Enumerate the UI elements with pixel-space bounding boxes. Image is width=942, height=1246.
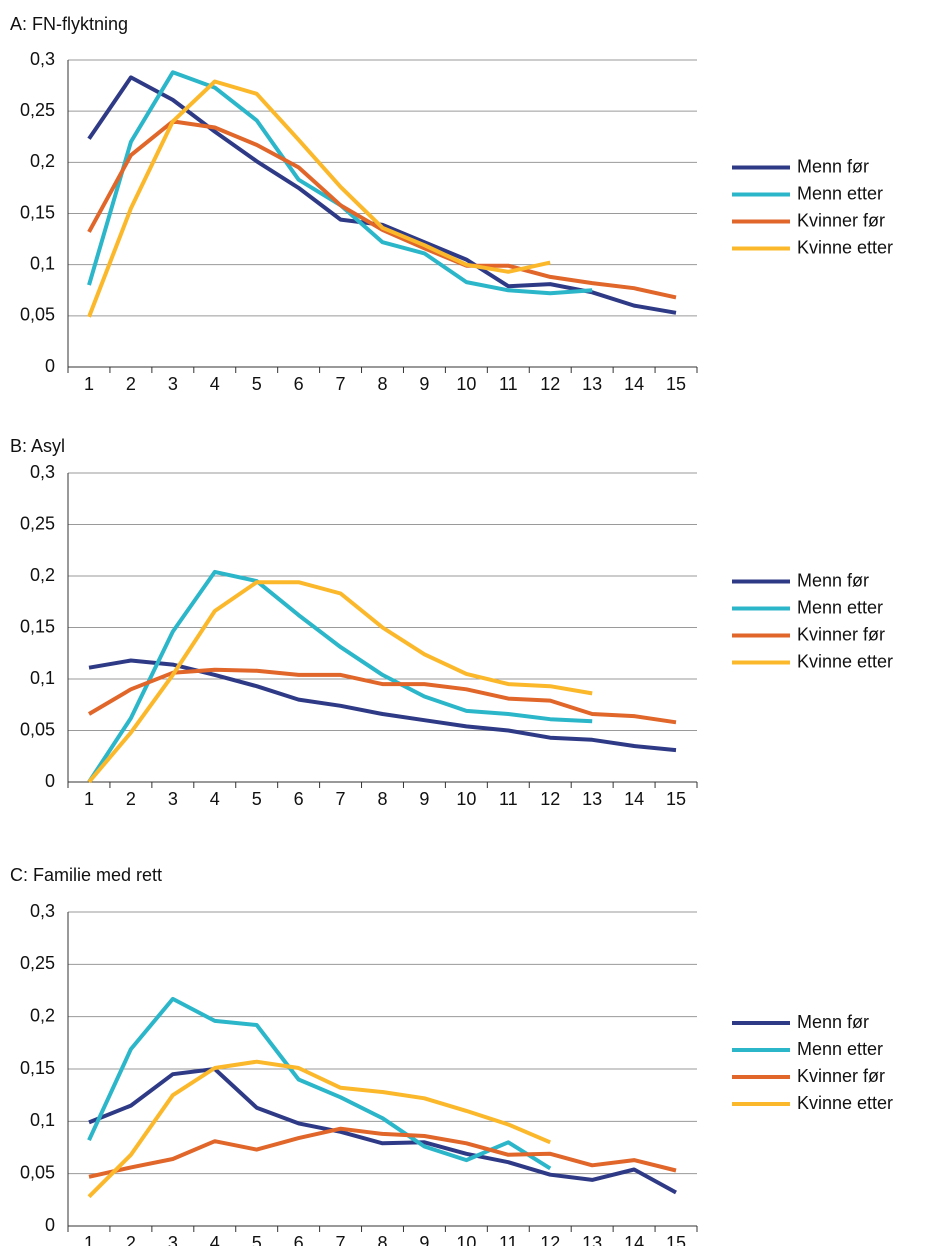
x-tick-label: 15 [666, 374, 686, 394]
x-tick-label: 1 [84, 374, 94, 394]
series-line [87, 569, 593, 784]
x-tick-label: 11 [499, 789, 518, 809]
x-tick-label: 6 [294, 789, 304, 809]
series-line [88, 1126, 677, 1179]
series-line [87, 996, 552, 1171]
x-tick-label: 5 [252, 374, 262, 394]
legend-label: Menn etter [797, 1039, 883, 1059]
y-tick-label: 0 [45, 356, 55, 376]
series-line [87, 119, 677, 300]
x-tick-label: 4 [210, 1233, 220, 1246]
y-tick-label: 0 [45, 771, 55, 791]
y-tick-label: 0,3 [30, 49, 55, 69]
series-line [88, 1067, 677, 1195]
x-tick-label: 4 [210, 374, 220, 394]
legend-label: Kvinner før [797, 1066, 885, 1086]
x-tick-label: 2 [126, 1233, 136, 1246]
legend-label: Menn etter [797, 183, 883, 203]
x-tick-label: 9 [419, 1233, 429, 1246]
y-tick-label: 0,15 [20, 1058, 55, 1078]
y-tick-label: 0,2 [30, 565, 55, 585]
x-tick-label: 3 [168, 374, 178, 394]
legend-label: Kvinner før [797, 210, 885, 230]
x-tick-label: 13 [582, 374, 602, 394]
y-tick-label: 0,25 [20, 513, 55, 533]
x-tick-label: 2 [126, 374, 136, 394]
legend-label: Menn før [797, 1012, 869, 1032]
x-tick-label: 3 [168, 789, 178, 809]
x-tick-label: 2 [126, 789, 136, 809]
x-tick-label: 5 [252, 1233, 262, 1246]
y-tick-label: 0,3 [30, 462, 55, 482]
series-line [87, 1059, 551, 1199]
series-line [88, 658, 677, 753]
y-tick-label: 0,1 [30, 1110, 55, 1130]
legend-label: Kvinne etter [797, 1093, 893, 1113]
x-tick-label: 10 [456, 374, 476, 394]
x-tick-label: 11 [499, 374, 518, 394]
x-tick-label: 15 [666, 789, 686, 809]
y-tick-label: 0,05 [20, 1162, 55, 1182]
x-tick-label: 11 [499, 1233, 518, 1246]
x-tick-label: 13 [582, 789, 602, 809]
y-tick-label: 0,15 [20, 616, 55, 636]
x-tick-label: 12 [540, 1233, 560, 1246]
x-tick-label: 9 [419, 789, 429, 809]
chart-title: A: FN-flyktning [10, 14, 128, 34]
x-tick-label: 15 [666, 1233, 686, 1246]
x-tick-label: 4 [210, 789, 220, 809]
x-tick-label: 12 [540, 374, 560, 394]
y-tick-label: 0,25 [20, 100, 55, 120]
x-tick-label: 3 [168, 1233, 178, 1246]
x-tick-label: 10 [456, 1233, 476, 1246]
x-tick-label: 7 [336, 1233, 346, 1246]
legend-label: Menn etter [797, 597, 883, 617]
x-tick-label: 5 [252, 789, 262, 809]
x-tick-label: 1 [84, 1233, 94, 1246]
legend-label: Menn før [797, 156, 869, 176]
x-tick-label: 14 [624, 374, 644, 394]
y-tick-label: 0,2 [30, 1005, 55, 1025]
legend-label: Menn før [797, 570, 869, 590]
y-tick-label: 0,1 [30, 253, 55, 273]
x-tick-label: 8 [377, 789, 387, 809]
x-tick-label: 7 [336, 374, 346, 394]
y-tick-label: 0,25 [20, 953, 55, 973]
series-line [87, 75, 677, 315]
y-tick-label: 0,05 [20, 719, 55, 739]
x-tick-label: 8 [377, 374, 387, 394]
x-tick-label: 8 [377, 1233, 387, 1246]
x-tick-label: 13 [582, 1233, 602, 1246]
x-tick-label: 1 [84, 789, 94, 809]
y-tick-label: 0,1 [30, 668, 55, 688]
chart-title: C: Familie med rett [10, 865, 162, 885]
y-tick-label: 0,15 [20, 202, 55, 222]
chart-title: B: Asyl [10, 436, 65, 456]
x-tick-label: 12 [540, 789, 560, 809]
x-tick-label: 10 [456, 789, 476, 809]
y-tick-label: 0,05 [20, 305, 55, 325]
legend-label: Kvinne etter [797, 237, 893, 257]
x-tick-label: 14 [624, 1233, 644, 1246]
x-tick-label: 14 [624, 789, 644, 809]
legend-label: Kvinner før [797, 624, 885, 644]
x-tick-label: 7 [336, 789, 346, 809]
y-tick-label: 0 [45, 1215, 55, 1235]
y-tick-label: 0,3 [30, 901, 55, 921]
series-line [87, 667, 677, 725]
series-line [87, 70, 593, 296]
x-tick-label: 6 [294, 1233, 304, 1246]
series-line [87, 580, 593, 784]
legend-label: Kvinne etter [797, 651, 893, 671]
y-tick-label: 0,2 [30, 151, 55, 171]
series-line [87, 79, 551, 318]
x-tick-label: 6 [294, 374, 304, 394]
x-tick-label: 9 [419, 374, 429, 394]
